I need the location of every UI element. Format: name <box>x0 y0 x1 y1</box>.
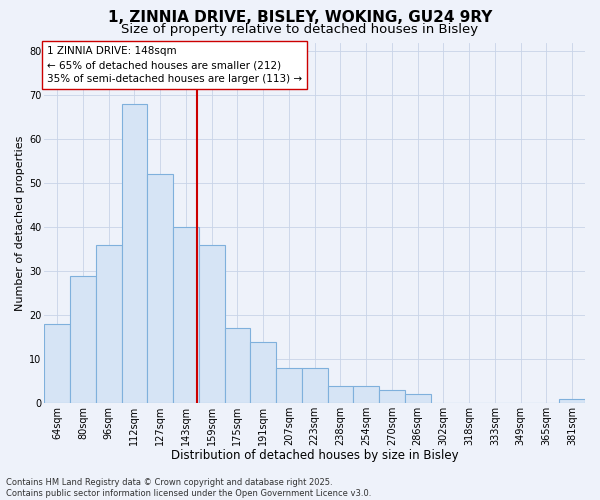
Bar <box>250 342 276 403</box>
Bar <box>70 276 96 403</box>
Text: 1 ZINNIA DRIVE: 148sqm
← 65% of detached houses are smaller (212)
35% of semi-de: 1 ZINNIA DRIVE: 148sqm ← 65% of detached… <box>47 46 302 84</box>
Text: Size of property relative to detached houses in Bisley: Size of property relative to detached ho… <box>121 22 479 36</box>
Bar <box>405 394 431 403</box>
Bar <box>96 245 122 403</box>
Bar <box>379 390 405 403</box>
Bar <box>199 245 224 403</box>
Bar <box>559 399 585 403</box>
Bar <box>173 227 199 403</box>
Bar <box>224 328 250 403</box>
Bar <box>44 324 70 403</box>
Bar <box>148 174 173 403</box>
Bar <box>276 368 302 403</box>
Y-axis label: Number of detached properties: Number of detached properties <box>15 135 25 310</box>
Bar <box>353 386 379 403</box>
Bar <box>302 368 328 403</box>
X-axis label: Distribution of detached houses by size in Bisley: Distribution of detached houses by size … <box>171 450 458 462</box>
Text: 1, ZINNIA DRIVE, BISLEY, WOKING, GU24 9RY: 1, ZINNIA DRIVE, BISLEY, WOKING, GU24 9R… <box>108 10 492 25</box>
Bar <box>122 104 148 403</box>
Bar <box>328 386 353 403</box>
Text: Contains HM Land Registry data © Crown copyright and database right 2025.
Contai: Contains HM Land Registry data © Crown c… <box>6 478 371 498</box>
